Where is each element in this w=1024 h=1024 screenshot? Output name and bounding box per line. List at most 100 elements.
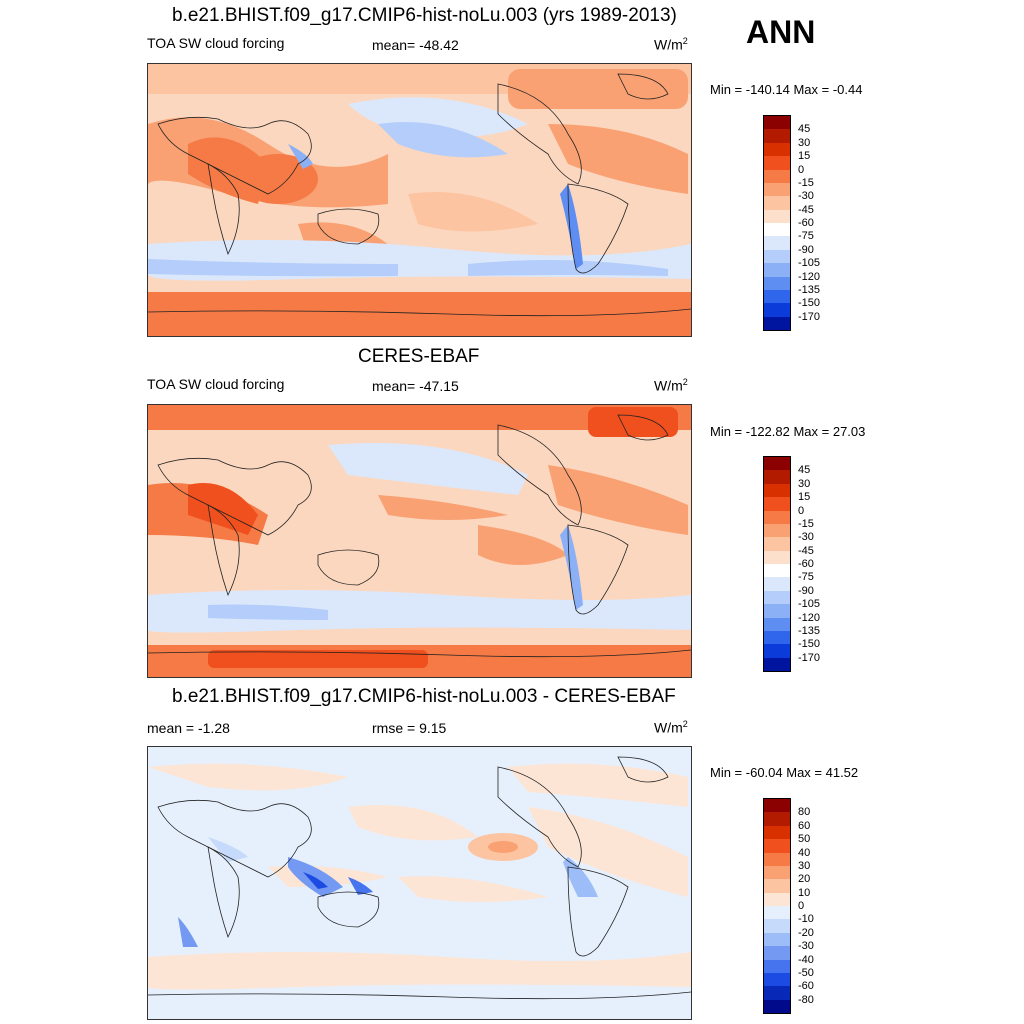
colorbar-swatch <box>764 865 790 880</box>
colorbar-swatch <box>764 276 790 290</box>
panel1-map <box>147 63 692 337</box>
colorbar-tick-label: -170 <box>798 310 821 323</box>
colorbar-swatch <box>764 169 790 183</box>
colorbar-swatch <box>764 839 790 853</box>
colorbar-tick-label: 30 <box>798 477 811 490</box>
colorbar-tick-label: -135 <box>798 624 821 637</box>
colorbar-tick-label: 30 <box>798 859 811 872</box>
colorbar-swatch <box>764 316 790 330</box>
colorbar-tick-label: -60 <box>798 217 814 229</box>
colorbar-tick-label: -120 <box>798 270 821 283</box>
colorbar-swatch <box>764 564 790 578</box>
colorbar-tick-label: 20 <box>798 873 811 886</box>
colorbar-swatch <box>764 644 790 658</box>
colorbar-tick-label: 60 <box>798 819 811 832</box>
colorbar-tick-label: -75 <box>798 230 814 243</box>
colorbar-swatch <box>764 812 790 826</box>
colorbar-swatch <box>764 182 790 197</box>
panel3-title: b.e21.BHIST.f09_g17.CMIP6-hist-noLu.003 … <box>172 686 676 707</box>
colorbar-swatch <box>764 879 790 893</box>
colorbar-swatch <box>764 617 790 631</box>
colorbar-swatch <box>764 825 790 840</box>
colorbar-tick-label: -30 <box>798 190 814 203</box>
colorbar-tick-label: -170 <box>798 651 821 664</box>
panel1-left-label: TOA SW cloud forcing <box>147 35 285 51</box>
colorbar-swatch <box>764 577 790 591</box>
colorbar-swatch <box>764 932 790 947</box>
colorbar-tick-label: 30 <box>798 136 811 149</box>
colorbar-tick-label: 80 <box>798 806 811 819</box>
colorbar-swatch <box>764 289 790 304</box>
colorbar-swatch <box>764 959 790 973</box>
colorbar-swatch <box>764 630 790 645</box>
colorbar-tick-label: -105 <box>798 598 821 611</box>
panel2-minmax: Min = -122.82 Max = 27.03 <box>710 424 866 439</box>
colorbar-swatch <box>764 604 790 618</box>
panel1-colorbar <box>763 115 791 331</box>
colorbar-tick-label: -15 <box>798 517 814 530</box>
colorbar-swatch <box>764 523 790 538</box>
panel2-map <box>147 404 692 678</box>
panel1-title: b.e21.BHIST.f09_g17.CMIP6-hist-noLu.003 … <box>172 5 677 26</box>
colorbar-tick-label: -30 <box>798 940 814 953</box>
colorbar-swatch <box>764 249 790 264</box>
colorbar-swatch <box>764 946 790 960</box>
panel1-mean-label: mean= -48.42 <box>372 37 459 53</box>
colorbar-tick-label: -80 <box>798 993 814 1006</box>
colorbar-tick-label: -75 <box>798 571 814 584</box>
colorbar-swatch <box>764 657 790 671</box>
colorbar-swatch <box>764 263 790 277</box>
colorbar-swatch <box>764 223 790 237</box>
panel3-minmax: Min = -60.04 Max = 41.52 <box>710 765 859 780</box>
panel2-units: W/m2 <box>654 377 688 394</box>
colorbar-swatch <box>764 852 790 866</box>
panel1-minmax: Min = -140.14 Max = -0.44 <box>710 82 863 97</box>
season-label: ANN <box>746 14 816 50</box>
colorbar-swatch <box>764 156 790 170</box>
panel2-mean-label: mean= -47.15 <box>372 378 459 394</box>
colorbar-swatch <box>764 590 790 605</box>
colorbar-swatch <box>764 906 790 920</box>
colorbar-tick-label: -90 <box>798 243 814 256</box>
panel2-colorbar <box>763 456 791 672</box>
colorbar-tick-label: -50 <box>798 966 814 979</box>
colorbar-tick-label: -30 <box>798 531 814 544</box>
colorbar-swatch <box>764 537 790 551</box>
colorbar-tick-label: -150 <box>798 638 821 651</box>
colorbar-swatch <box>764 236 790 250</box>
colorbar-tick-label: -45 <box>798 544 814 557</box>
colorbar-tick-label: -135 <box>798 283 821 296</box>
colorbar-tick-label: -105 <box>798 257 821 270</box>
panel3-map <box>147 746 692 1020</box>
colorbar-tick-label: -10 <box>798 913 814 926</box>
panel3-rmse-label: rmse = 9.15 <box>372 720 447 736</box>
colorbar-tick-label: 15 <box>798 491 811 504</box>
colorbar-swatch <box>764 196 790 210</box>
colorbar-tick-label: 0 <box>798 900 805 912</box>
colorbar-swatch <box>764 209 790 223</box>
colorbar-tick-label: -120 <box>798 611 821 624</box>
colorbar-swatch <box>764 457 790 471</box>
colorbar-swatch <box>764 892 790 906</box>
colorbar-swatch <box>764 142 790 157</box>
colorbar-tick-label: 0 <box>798 504 805 517</box>
colorbar-tick-label: -40 <box>798 953 814 966</box>
panel3-colorbar <box>763 798 791 1014</box>
colorbar-swatch <box>764 303 790 317</box>
panel2-title: CERES-EBAF <box>358 346 480 367</box>
colorbar-tick-label: -20 <box>798 926 814 939</box>
colorbar-swatch <box>764 497 790 511</box>
colorbar-tick-label: 45 <box>798 464 811 477</box>
colorbar-tick-label: 0 <box>798 163 805 176</box>
colorbar-tick-label: 10 <box>798 886 811 899</box>
colorbar-tick-label: -45 <box>798 203 814 216</box>
colorbar-swatch <box>764 972 790 987</box>
colorbar-swatch <box>764 116 790 130</box>
colorbar-tick-label: -60 <box>798 980 814 993</box>
colorbar-tick-label: 50 <box>798 833 811 846</box>
colorbar-tick-label: 45 <box>798 123 811 136</box>
colorbar-swatch <box>764 919 790 933</box>
colorbar-swatch <box>764 999 790 1013</box>
colorbar-swatch <box>764 799 790 813</box>
colorbar-swatch <box>764 550 790 564</box>
